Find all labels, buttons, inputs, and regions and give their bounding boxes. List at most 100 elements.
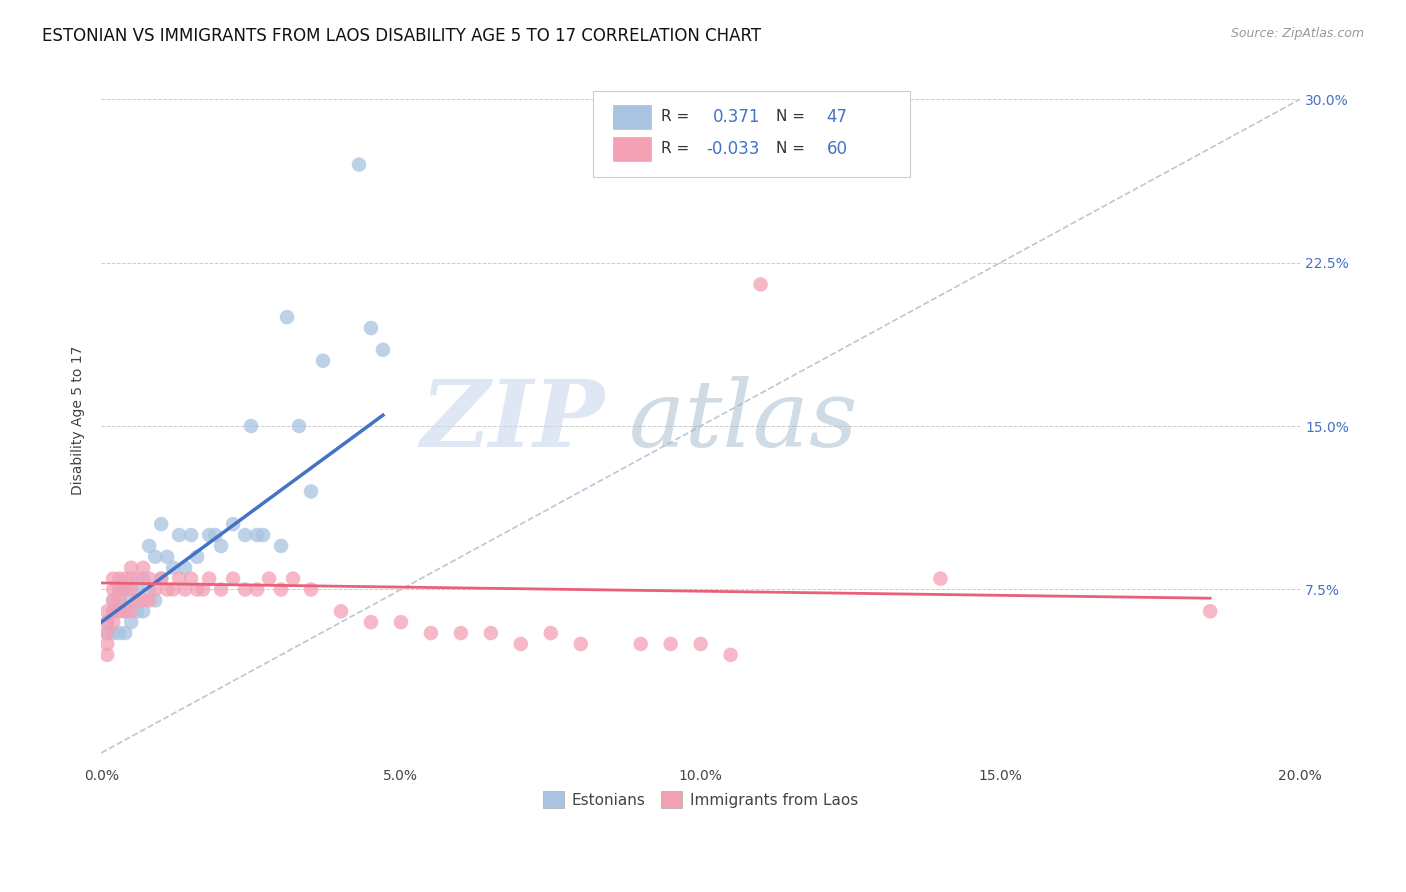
Point <box>299 582 322 597</box>
Point <box>240 419 263 434</box>
Point <box>132 572 155 586</box>
Point <box>257 572 280 586</box>
Point <box>114 626 136 640</box>
Point <box>689 637 711 651</box>
Point <box>360 615 382 630</box>
Point <box>114 572 136 586</box>
Point <box>127 604 149 618</box>
Point <box>138 539 160 553</box>
Point <box>389 615 412 630</box>
Point <box>630 637 652 651</box>
Point <box>1199 604 1222 618</box>
Point <box>276 310 298 325</box>
Text: -0.033: -0.033 <box>707 140 761 158</box>
Point <box>127 593 149 607</box>
Point <box>120 615 142 630</box>
Point <box>114 582 136 597</box>
Point <box>167 528 190 542</box>
Point <box>108 604 131 618</box>
Point <box>281 572 304 586</box>
Point <box>330 604 353 618</box>
Point <box>108 593 131 607</box>
Point <box>96 626 118 640</box>
Text: ESTONIAN VS IMMIGRANTS FROM LAOS DISABILITY AGE 5 TO 17 CORRELATION CHART: ESTONIAN VS IMMIGRANTS FROM LAOS DISABIL… <box>42 27 761 45</box>
Point <box>209 582 232 597</box>
Point <box>138 572 160 586</box>
Point <box>108 582 131 597</box>
Point <box>198 528 221 542</box>
Point <box>143 593 166 607</box>
Text: Source: ZipAtlas.com: Source: ZipAtlas.com <box>1230 27 1364 40</box>
Point <box>186 582 208 597</box>
Point <box>167 572 190 586</box>
Text: ZIP: ZIP <box>420 376 605 466</box>
Text: 0.371: 0.371 <box>713 108 761 126</box>
Text: N =: N = <box>776 141 806 156</box>
Point <box>96 637 118 651</box>
Point <box>103 593 125 607</box>
Point <box>143 549 166 564</box>
Point <box>114 582 136 597</box>
Point <box>103 626 125 640</box>
Point <box>450 626 472 640</box>
Point <box>222 517 245 532</box>
Point <box>132 604 155 618</box>
Point <box>233 582 256 597</box>
Point <box>103 582 125 597</box>
Point <box>209 539 232 553</box>
Point <box>233 528 256 542</box>
Point <box>360 321 382 335</box>
Point <box>270 539 292 553</box>
Point <box>120 560 142 574</box>
Point <box>96 626 118 640</box>
Point <box>150 517 173 532</box>
Point <box>419 626 441 640</box>
Point <box>191 582 214 597</box>
Text: N =: N = <box>776 109 806 124</box>
Point <box>120 604 142 618</box>
Bar <box>613 105 651 129</box>
Point <box>186 549 208 564</box>
Point <box>540 626 562 640</box>
Point <box>132 593 155 607</box>
Point <box>174 582 197 597</box>
Point <box>96 604 118 618</box>
Point <box>120 593 142 607</box>
Point <box>659 637 682 651</box>
Point <box>143 582 166 597</box>
Point <box>96 648 118 662</box>
Point <box>114 604 136 618</box>
Point <box>138 582 160 597</box>
Point <box>246 528 269 542</box>
Point <box>114 604 136 618</box>
Point <box>180 572 202 586</box>
Point <box>103 615 125 630</box>
Point <box>371 343 394 357</box>
Point <box>312 353 335 368</box>
Point <box>138 593 160 607</box>
Point <box>96 615 118 630</box>
Point <box>108 582 131 597</box>
Point <box>162 560 184 574</box>
Point <box>156 582 179 597</box>
Point <box>720 648 742 662</box>
Point <box>198 572 221 586</box>
Point <box>288 419 311 434</box>
Point <box>120 582 142 597</box>
Point <box>270 582 292 597</box>
Text: R =: R = <box>661 141 689 156</box>
Point <box>108 626 131 640</box>
Point <box>150 572 173 586</box>
Y-axis label: Disability Age 5 to 17: Disability Age 5 to 17 <box>72 346 86 495</box>
Point <box>174 560 197 574</box>
Point <box>246 582 269 597</box>
Point <box>132 560 155 574</box>
Text: 47: 47 <box>827 108 848 126</box>
Point <box>108 593 131 607</box>
Point <box>108 572 131 586</box>
Point <box>204 528 226 542</box>
FancyBboxPatch shape <box>593 91 911 177</box>
Point <box>749 277 772 292</box>
Legend: Estonians, Immigrants from Laos: Estonians, Immigrants from Laos <box>537 785 865 814</box>
Text: 60: 60 <box>827 140 848 158</box>
